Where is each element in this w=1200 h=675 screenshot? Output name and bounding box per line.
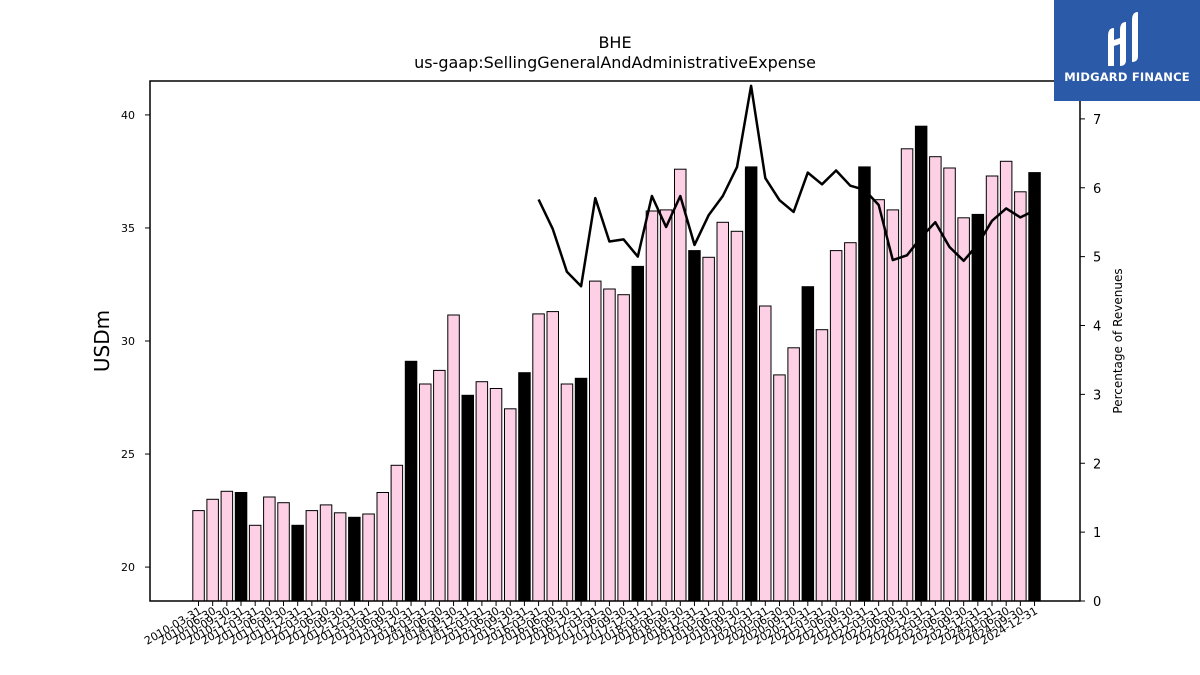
bar-annual bbox=[688, 250, 701, 602]
bar-quarter bbox=[957, 217, 970, 602]
bar-quarter bbox=[546, 311, 559, 602]
y-tick-label: 20 bbox=[121, 561, 135, 574]
bar-quarter bbox=[220, 490, 234, 602]
bar-annual bbox=[801, 286, 815, 602]
y-axis-left: 20 25 30 35 40 bbox=[121, 109, 150, 574]
bar-quarter bbox=[433, 369, 446, 602]
y2-tick-label: 1 bbox=[1093, 526, 1101, 541]
bar-quarter bbox=[532, 313, 545, 602]
bar-quarter bbox=[759, 305, 772, 602]
bar-annual bbox=[404, 360, 418, 602]
bar-quarter bbox=[603, 288, 616, 602]
bar-annual bbox=[914, 125, 928, 602]
bar-quarter bbox=[333, 512, 347, 602]
bar-annual bbox=[461, 394, 474, 602]
chart-title: BHE bbox=[598, 33, 631, 52]
brand-logo: MIDGARD FINANCE bbox=[1054, 0, 1200, 101]
bar-quarter bbox=[248, 524, 262, 602]
logo-text: MIDGARD FINANCE bbox=[1064, 70, 1190, 84]
bar-annual bbox=[631, 265, 644, 602]
y2-tick-label: 6 bbox=[1093, 182, 1101, 197]
bar-quarter bbox=[730, 230, 744, 602]
bar-annual bbox=[574, 377, 588, 602]
bar-quarter bbox=[645, 210, 659, 602]
bar-annual bbox=[744, 166, 758, 602]
bar-quarter bbox=[362, 513, 375, 602]
bar-quarter bbox=[489, 388, 503, 602]
bar-quarter bbox=[206, 498, 219, 602]
bar-quarter bbox=[475, 381, 489, 602]
y-tick-label: 35 bbox=[121, 222, 135, 235]
midgard-m-logo-icon bbox=[1108, 12, 1138, 66]
y2-tick-label: 5 bbox=[1093, 251, 1101, 266]
bars-layer bbox=[192, 125, 1041, 602]
y-tick-label: 40 bbox=[121, 109, 135, 122]
bar-quarter bbox=[376, 492, 389, 602]
bar-quarter bbox=[589, 280, 602, 602]
bar-quarter bbox=[886, 209, 900, 602]
bar-quarter bbox=[319, 504, 333, 602]
series-line bbox=[537, 84, 1036, 288]
y-axis-right: 0 1 2 3 4 5 6 7 bbox=[1080, 113, 1101, 610]
bar-quarter bbox=[773, 374, 786, 602]
bar-quarter bbox=[390, 464, 404, 602]
line-layer bbox=[537, 84, 1036, 288]
bar-quarter bbox=[1014, 191, 1027, 602]
bar-quarter bbox=[943, 167, 956, 602]
bar-quarter bbox=[447, 314, 460, 602]
bar-quarter bbox=[659, 209, 673, 602]
bar-annual bbox=[1028, 172, 1041, 602]
bar-quarter bbox=[192, 510, 205, 602]
bar-annual bbox=[234, 492, 248, 602]
bar-annual bbox=[858, 166, 871, 602]
bar-quarter bbox=[504, 408, 517, 602]
bar-quarter bbox=[277, 502, 290, 602]
x-axis: 2010-03-312010-06-302010-09-302010-12-31… bbox=[142, 601, 1040, 648]
y2-tick-label: 0 bbox=[1093, 595, 1101, 610]
y-axis-label: USDm bbox=[90, 310, 114, 372]
bar-quarter bbox=[617, 294, 630, 602]
bar-quarter bbox=[305, 510, 319, 602]
bar-quarter bbox=[702, 256, 715, 602]
bar-quarter bbox=[560, 383, 574, 602]
bar-quarter bbox=[263, 496, 276, 602]
y2-tick-label: 4 bbox=[1093, 320, 1101, 335]
bar-quarter bbox=[844, 242, 857, 602]
y2-tick-label: 7 bbox=[1093, 113, 1101, 128]
bar-quarter bbox=[419, 383, 432, 602]
bar-quarter bbox=[674, 168, 687, 602]
bar-quarter bbox=[716, 221, 729, 602]
bar-quarter bbox=[900, 148, 914, 602]
bar-annual bbox=[348, 516, 361, 602]
bar-quarter bbox=[985, 175, 999, 602]
y2-axis-label: Percentage of Revenues bbox=[1111, 268, 1125, 413]
bar-annual bbox=[291, 524, 304, 602]
y2-tick-label: 2 bbox=[1093, 457, 1101, 472]
bar-quarter bbox=[829, 250, 843, 602]
bar-quarter bbox=[872, 199, 885, 602]
bar-annual bbox=[971, 213, 985, 602]
bar-quarter bbox=[815, 329, 829, 602]
y2-tick-label: 3 bbox=[1093, 388, 1101, 403]
bar-quarter bbox=[787, 347, 800, 602]
y-tick-label: 30 bbox=[121, 335, 135, 348]
y-tick-label: 25 bbox=[121, 448, 135, 461]
bar-annual bbox=[518, 372, 531, 602]
bar-quarter bbox=[999, 160, 1013, 602]
chart-subtitle: us-gaap:SellingGeneralAndAdministrativeE… bbox=[414, 53, 816, 72]
